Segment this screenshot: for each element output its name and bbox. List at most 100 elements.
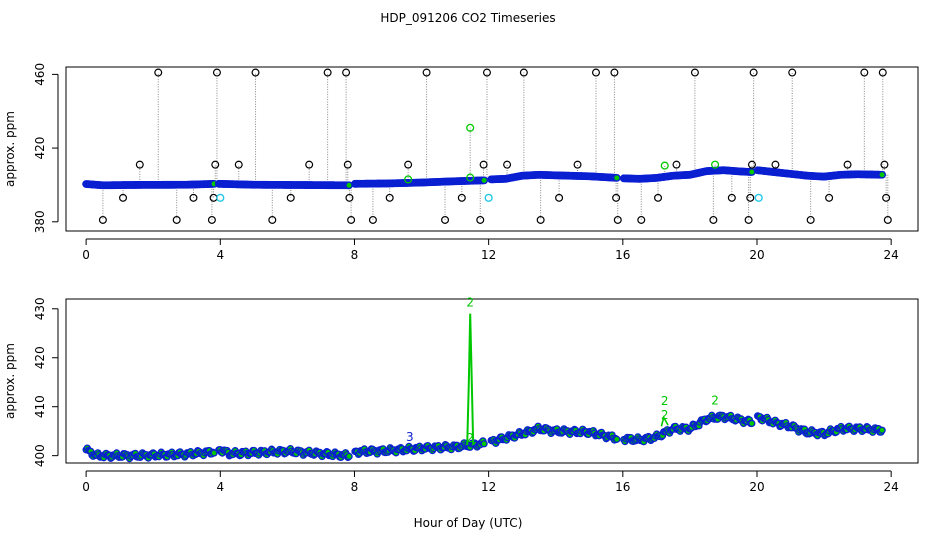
top-raw-point [771, 160, 780, 169]
top-x-tick-label: 8 [351, 248, 359, 262]
bottom-x-tick-label: 16 [615, 480, 630, 494]
bottom-series-point [878, 426, 886, 434]
top-axes: 0 4 8 12 16 20 24 380 420 460 [33, 63, 899, 262]
top-flagged-point [754, 193, 763, 202]
bottom-x-tick-label: 12 [481, 480, 496, 494]
top-raw-point [212, 68, 221, 77]
bottom-annotation-label: 2 [661, 394, 669, 408]
top-flagged-point [216, 193, 225, 202]
top-raw-point [251, 68, 260, 77]
bottom-annotation-label: 2 [466, 431, 474, 445]
top-green-point [466, 123, 475, 132]
top-raw-point [825, 193, 834, 202]
top-y-tick-label: 460 [33, 63, 47, 86]
top-raw-point [482, 68, 491, 77]
top-raw-point [555, 193, 564, 202]
top-green-point [711, 160, 720, 169]
top-raw-point [404, 160, 413, 169]
bottom-annotation-label: 2 [466, 295, 474, 309]
top-raw-point [883, 215, 892, 224]
bottom-y-tick-label: 400 [33, 444, 47, 467]
top-x-tick-label: 24 [884, 248, 899, 262]
bottom-annotation-label: 2 [661, 408, 669, 422]
top-x-tick-label: 16 [615, 248, 630, 262]
top-raw-point [788, 68, 797, 77]
top-x-tick-label: 4 [216, 248, 224, 262]
top-baseline-point [480, 176, 489, 185]
top-ylabel: approx. ppm [3, 111, 17, 187]
top-raw-point [422, 68, 431, 77]
top-baseline-point [878, 170, 887, 179]
bottom-x-tick-label: 24 [884, 480, 899, 494]
bottom-series-point [613, 435, 621, 443]
bottom-axes: 0 4 8 12 16 20 24 400 410 420 430 [33, 297, 899, 494]
top-raw-point [727, 193, 736, 202]
top-raw-point [843, 160, 852, 169]
top-x-tick-label: 20 [749, 248, 764, 262]
top-raw-point [172, 215, 181, 224]
bottom-series-point [480, 440, 488, 448]
top-raw-point [98, 215, 107, 224]
top-raw-point [612, 193, 621, 202]
bottom-ylabel: approx. ppm [3, 343, 17, 419]
top-raw-point [457, 193, 466, 202]
top-raw-point [342, 68, 351, 77]
bottom-series-point [345, 452, 353, 461]
top-raw-point [119, 193, 128, 202]
top-baseline-points [82, 166, 887, 190]
top-raw-point [536, 215, 545, 224]
top-raw-point [637, 215, 646, 224]
bottom-x-tick-label: 8 [351, 480, 359, 494]
top-raw-point [476, 215, 485, 224]
bottom-x-tick-label: 4 [216, 480, 224, 494]
top-raw-point [654, 193, 663, 202]
bottom-plot-frame [65, 298, 919, 464]
top-raw-point [573, 160, 582, 169]
bottom-y-tick-label: 410 [33, 395, 47, 418]
top-raw-point [368, 215, 377, 224]
bottom-annotation-label: 3 [406, 430, 414, 444]
top-raw-point [211, 160, 220, 169]
figure-title: HDP_091206 CO2 Timeseries [380, 11, 555, 25]
top-raw-point [323, 68, 332, 77]
top-raw-point [209, 193, 218, 202]
top-flagged-point [484, 193, 493, 202]
bottom-x-tick-label: 20 [749, 480, 764, 494]
top-raw-point [672, 160, 681, 169]
top-y-tick-label: 380 [33, 210, 47, 233]
top-raw-point [880, 160, 889, 169]
top-raw-point [613, 215, 622, 224]
bottom-x-tick-label: 0 [82, 480, 90, 494]
bottom-bump-line [660, 415, 669, 427]
bottom-series [82, 313, 886, 463]
top-raw-point [747, 160, 756, 169]
bottom-y-tick-label: 420 [33, 346, 47, 369]
top-raw-point [610, 68, 619, 77]
top-connector-lines [102, 72, 889, 220]
top-raw-point [135, 160, 144, 169]
top-raw-point [878, 68, 887, 77]
top-raw-point [690, 68, 699, 77]
top-raw-point [744, 215, 753, 224]
top-raw-point [154, 68, 163, 77]
x-axis-title: Hour of Day (UTC) [414, 516, 523, 530]
top-green-point [660, 161, 669, 170]
bottom-series-point [748, 419, 756, 428]
top-raw-point [860, 68, 869, 77]
top-raw-point [591, 68, 600, 77]
top-baseline-point [612, 173, 621, 182]
top-raw-point [286, 193, 295, 202]
top-raw-point [343, 160, 352, 169]
top-raw-point [479, 160, 488, 169]
top-raw-point [882, 193, 891, 202]
top-raw-point [345, 193, 354, 202]
top-raw-point [234, 160, 243, 169]
top-raw-point [519, 68, 528, 77]
top-raw-point [441, 215, 450, 224]
top-raw-point [709, 215, 718, 224]
top-x-tick-label: 0 [82, 248, 90, 262]
top-raw-points [98, 68, 892, 224]
